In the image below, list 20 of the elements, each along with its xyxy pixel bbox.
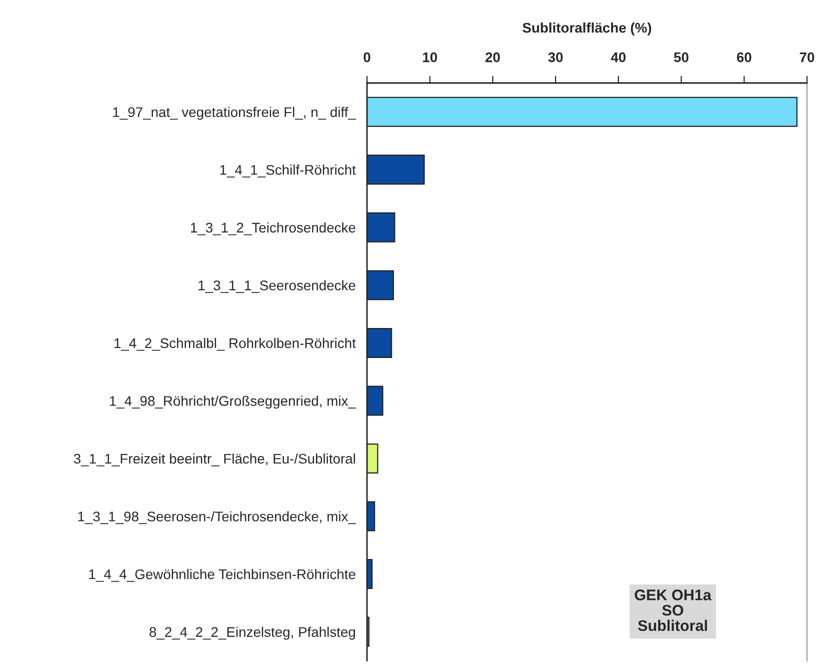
y-tick-label: 1_4_98_Röhricht/Großseggenried, mix_ bbox=[110, 396, 356, 409]
y-tick-label: 3_1_1_Freizeit beeintr_ Fläche, Eu-/Sublitoral bbox=[74, 453, 355, 466]
y-tick-label: 1_3_1_2_Teichrosendecke bbox=[190, 222, 356, 236]
x-tick-label: 10 bbox=[423, 52, 438, 62]
x-axis-title: Sublitoralfläche (%) bbox=[522, 22, 652, 36]
x-tick-label: 60 bbox=[736, 52, 752, 62]
x-tick-label: 40 bbox=[610, 52, 626, 62]
y-tick-label: 1_4_2_Schmalbl_ Rohrkolben-Röhricht bbox=[114, 338, 356, 351]
y-tick-label: 1_4_4_Gewöhnliche Teichbinsen-Röhrichte bbox=[89, 568, 356, 582]
y-tick-label: 1_4_1_Schilf-Röhricht bbox=[220, 164, 356, 178]
x-tick-label: 70 bbox=[800, 52, 814, 62]
y-tick-label: 8_2_4_2_2_Einzelsteg, Pfahlsteg bbox=[150, 626, 356, 640]
x-tick-label: 50 bbox=[674, 52, 688, 62]
y-tick-label: 1_3_1_1_Seerosendecke bbox=[198, 280, 356, 293]
y-tick-label: 1_3_1_98_Seerosen-/Teichrosendecke, mix_ bbox=[78, 511, 356, 524]
x-tick-label: 20 bbox=[485, 52, 500, 62]
annotation: GEK OH1a SO Sublitoral bbox=[634, 590, 712, 632]
x-tick-label: 30 bbox=[548, 52, 563, 62]
y-tick-label: 1_97_nat_ vegetationsfreie Fl_, n_ diff_ bbox=[113, 106, 356, 120]
x-tick-label: 0 bbox=[364, 52, 370, 62]
